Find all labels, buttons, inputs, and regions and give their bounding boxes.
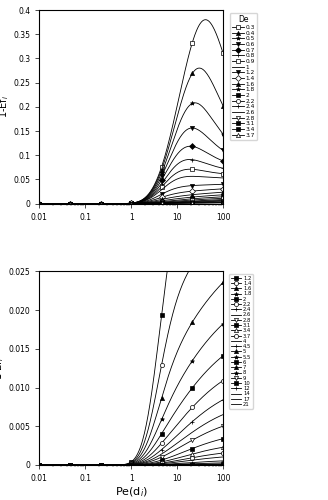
Legend: 0.3, 0.4, 0.5, 0.6, 0.7, 0.8, 0.9, 1, 1.2, 1.4, 1.6, 1.8, 2, 2.2, 2.4, 2.6, 2.8,: 0.3, 0.4, 0.5, 0.6, 0.7, 0.8, 0.9, 1, 1.… — [230, 13, 257, 140]
Y-axis label: 1-Ef$_i$: 1-Ef$_i$ — [0, 95, 10, 118]
Y-axis label: 1-Ef$_i$: 1-Ef$_i$ — [0, 356, 6, 380]
X-axis label: Pe(d$_i$): Pe(d$_i$) — [115, 486, 148, 500]
Legend: 1.2, 1.4, 1.6, 1.8, 2, 2.2, 2.4, 2.6, 2.8, 3.1, 3.4, 3.7, 4, 4.5, 5, 5.5, 6, 7, : 1.2, 1.4, 1.6, 1.8, 2, 2.2, 2.4, 2.6, 2.… — [229, 274, 253, 408]
